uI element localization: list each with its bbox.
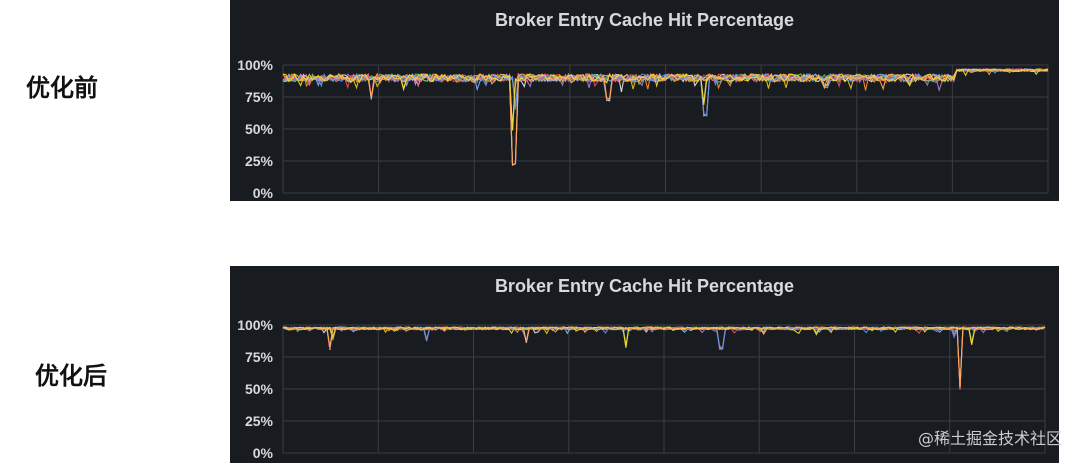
- chart-panel-before: Broker Entry Cache Hit Percentage 0% 25% 5…: [230, 0, 1059, 201]
- series-line: [282, 326, 1046, 348]
- series-line: [282, 68, 1048, 116]
- y-tick-label: 75%: [245, 349, 274, 365]
- y-tick-label: 0%: [253, 445, 274, 461]
- label-after: 优化后: [35, 362, 107, 390]
- y-tick-label: 50%: [245, 121, 274, 137]
- chart-svg-after: 0% 25% 50% 75% 100%: [237, 317, 1046, 461]
- label-before: 优化前: [26, 74, 98, 102]
- watermark-text: @稀土掘金技术社区: [917, 429, 1062, 448]
- chart-title: Broker Entry Cache Hit Percentage: [494, 276, 795, 296]
- series-line: [282, 68, 1049, 166]
- y-tick-label: 100%: [237, 57, 273, 73]
- y-tick-label: 75%: [245, 89, 274, 105]
- y-tick-label: 100%: [237, 317, 273, 333]
- series-line: [282, 326, 1046, 388]
- chart-svg-before: 0% 25% 50% 75% 100%: [237, 57, 1049, 201]
- chart-panel-after: Broker Entry Cache Hit Percentage 0% 25% 5…: [230, 266, 1059, 463]
- chart-title: Broker Entry Cache Hit Percentage: [494, 10, 795, 30]
- y-tick-label: 25%: [245, 413, 274, 429]
- y-tick-label: 50%: [245, 381, 274, 397]
- y-tick-label: 25%: [245, 153, 274, 169]
- series-line: [282, 68, 1049, 166]
- y-tick-label: 0%: [253, 185, 274, 201]
